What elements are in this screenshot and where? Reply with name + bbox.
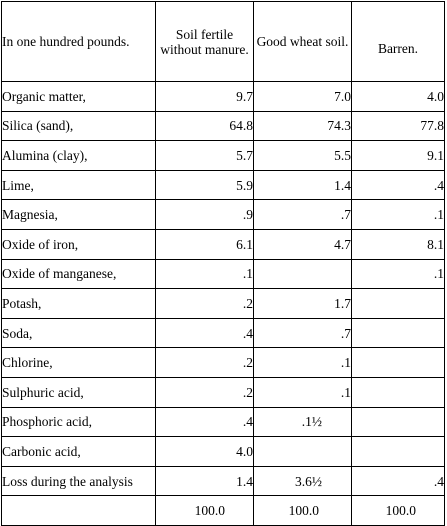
fertile-value: .1 [155,258,254,290]
barren-value [351,436,445,467]
barren-value: 9.1 [351,140,445,171]
substance-name: Magnesia, [1,199,156,230]
wheat-value: .7 [253,199,352,230]
fertile-value: .2 [155,288,254,319]
header-row: In one hundred pounds. Soil fertile with… [1,1,445,82]
fertile-value: 64.8 [155,110,254,142]
barren-value [351,347,445,378]
substance-name: Alumina (clay), [1,140,156,171]
barren-value: .4 [351,169,445,201]
fertile-value: 6.1 [155,228,254,260]
substance-name: Oxide of iron, [1,228,156,260]
total-row: 100.0 100.0 100.0 [1,495,445,526]
barren-value [351,317,445,349]
substance-name: Silica (sand), [1,110,156,142]
wheat-total: 100.0 [253,495,352,526]
fertile-value: 5.7 [155,140,254,171]
barren-value [351,376,445,408]
header-wheat-soil: Good wheat soil. [253,1,352,82]
substance-name: Chlorine, [1,347,156,378]
total-label [1,495,156,526]
barren-total: 100.0 [351,495,445,526]
barren-value: 77.8 [351,110,445,142]
fertile-value: 4.0 [155,436,254,467]
barren-value: 4.0 [351,81,445,112]
wheat-value: .7 [253,317,352,349]
table-row: Magnesia, .9 .7 .1 [1,199,445,230]
wheat-value: 3.6½ [253,465,352,497]
barren-value: .1 [351,258,445,290]
wheat-value: 5.5 [253,140,352,171]
table-row: Sulphuric acid, .2 .1 [1,376,445,408]
barren-value [351,406,445,438]
substance-name: Phosphoric acid, [1,406,156,438]
wheat-value: 1.4 [253,169,352,201]
header-substance: In one hundred pounds. [1,1,156,82]
table-row: Oxide of iron, 6.1 4.7 8.1 [1,228,445,260]
header-fertile-soil: Soil fertile without manure. [155,1,254,82]
table-row: Alumina (clay), 5.7 5.5 9.1 [1,140,445,171]
table-row: Potash, .2 1.7 [1,288,445,319]
table-row: Loss during the analysis 1.4 3.6½ .4 [1,465,445,497]
header-barren-soil: Barren. [351,1,445,82]
barren-value [351,288,445,319]
substance-name: Organic matter, [1,81,156,112]
substance-name: Sulphuric acid, [1,376,156,408]
wheat-value: 74.3 [253,110,352,142]
table-row: Oxide of manganese, .1 .1 [1,258,445,290]
table-row: Soda, .4 .7 [1,317,445,349]
wheat-value [253,258,352,290]
fertile-total: 100.0 [155,495,254,526]
fertile-value: 5.9 [155,169,254,201]
substance-name: Carbonic acid, [1,436,156,467]
barren-value: 8.1 [351,228,445,260]
substance-name: Soda, [1,317,156,349]
fertile-value: 1.4 [155,465,254,497]
table-row: Chlorine, .2 .1 [1,347,445,378]
substance-name: Lime, [1,169,156,201]
substance-name: Loss during the analysis [1,465,156,497]
wheat-value: .1½ [253,406,352,438]
table-row: Silica (sand), 64.8 74.3 77.8 [1,110,445,142]
fertile-value: .2 [155,347,254,378]
substance-name: Oxide of manganese, [1,258,156,290]
table-row: Lime, 5.9 1.4 .4 [1,169,445,201]
wheat-value: .1 [253,376,352,408]
fertile-value: .9 [155,199,254,230]
fertile-value: 9.7 [155,81,254,112]
fertile-value: .4 [155,406,254,438]
wheat-value: 4.7 [253,228,352,260]
wheat-value: 1.7 [253,288,352,319]
wheat-value: .1 [253,347,352,378]
table-row: Organic matter, 9.7 7.0 4.0 [1,81,445,112]
table-row: Carbonic acid, 4.0 [1,436,445,467]
substance-name: Potash, [1,288,156,319]
barren-value: .4 [351,465,445,497]
barren-value: .1 [351,199,445,230]
table-row: Phosphoric acid, .4 .1½ [1,406,445,438]
fertile-value: .2 [155,376,254,408]
wheat-value [253,436,352,467]
wheat-value: 7.0 [253,81,352,112]
fertile-value: .4 [155,317,254,349]
